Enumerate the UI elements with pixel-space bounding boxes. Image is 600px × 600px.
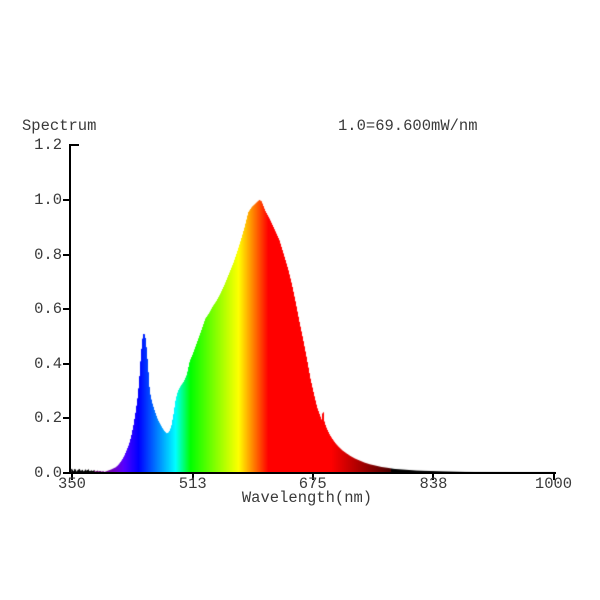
y-axis-line xyxy=(69,144,71,474)
x-axis-title: Wavelength(nm) xyxy=(241,489,373,507)
y-tick-label: 0.6 xyxy=(34,300,62,319)
y-tick-mark xyxy=(71,144,79,147)
y-tick-label: 0.8 xyxy=(34,245,62,264)
y-tick-label: 0.0 xyxy=(34,464,62,482)
chart-title: Spectrum xyxy=(22,117,97,135)
y-tick-mark xyxy=(63,308,69,311)
y-tick-label: 1.0 xyxy=(34,190,62,209)
y-tick-label: 1.2 xyxy=(34,136,62,155)
x-tick-mark xyxy=(71,474,73,480)
x-tick-mark xyxy=(432,474,435,480)
x-tick-label: 675 xyxy=(298,475,327,493)
scale-annotation: 1.0=69.600mW/nm xyxy=(338,117,478,135)
x-tick-label: 513 xyxy=(178,475,207,493)
y-tick-mark xyxy=(63,253,69,256)
y-tick-mark xyxy=(63,362,69,365)
x-tick-label: 1000 xyxy=(534,475,573,493)
y-tick-mark xyxy=(63,417,69,420)
y-tick-label: 0.4 xyxy=(34,354,62,373)
y-tick-mark xyxy=(63,198,69,201)
x-tick-mark xyxy=(311,474,314,480)
x-tick-mark xyxy=(191,474,194,480)
x-tick-mark xyxy=(552,474,555,480)
x-tick-label: 350 xyxy=(58,475,86,493)
y-tick-mark xyxy=(63,472,69,474)
x-tick-label: 838 xyxy=(419,475,448,493)
x-axis-line xyxy=(69,472,556,474)
y-tick-label: 0.2 xyxy=(34,409,62,428)
